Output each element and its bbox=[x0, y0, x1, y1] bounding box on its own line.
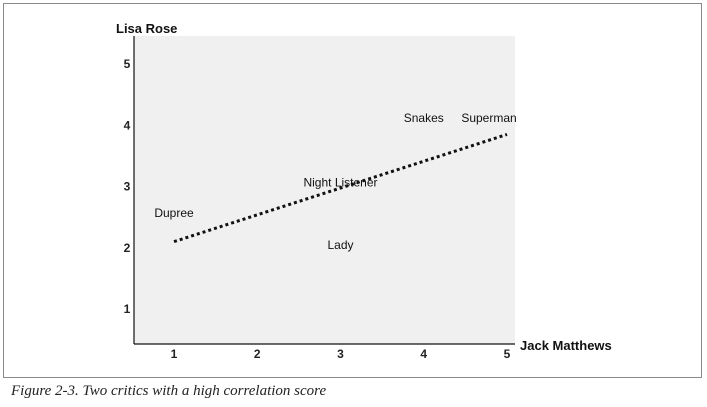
figure-frame bbox=[3, 3, 702, 378]
y-tick-label: 2 bbox=[124, 241, 131, 255]
y-tick-label: 4 bbox=[124, 118, 131, 132]
x-tick-label: 4 bbox=[420, 347, 427, 361]
plot-area bbox=[134, 36, 515, 344]
point-label: Lady bbox=[327, 238, 353, 252]
point-label: Night Listener bbox=[303, 176, 377, 190]
trend-line bbox=[173, 133, 508, 244]
point-label: Snakes bbox=[404, 111, 444, 125]
x-axis-title: Jack Matthews bbox=[520, 338, 612, 353]
y-tick-label: 3 bbox=[124, 180, 131, 194]
figure-caption: Figure 2-3. Two critics with a high corr… bbox=[11, 383, 327, 399]
x-tick-label: 3 bbox=[337, 347, 344, 361]
x-tick-label: 2 bbox=[254, 347, 261, 361]
point-label: Superman bbox=[461, 111, 516, 125]
y-axis-title: Lisa Rose bbox=[116, 21, 177, 36]
y-tick-label: 5 bbox=[124, 57, 131, 71]
point-label: Dupree bbox=[154, 206, 194, 220]
y-tick-label: 1 bbox=[124, 302, 131, 316]
x-tick-label: 1 bbox=[171, 347, 178, 361]
scatter-chart: 1 2 3 4 5 1 2 3 4 5 Dupree Night Listener Lady Snakes… bbox=[116, 21, 612, 361]
x-tick-label: 5 bbox=[504, 347, 511, 361]
